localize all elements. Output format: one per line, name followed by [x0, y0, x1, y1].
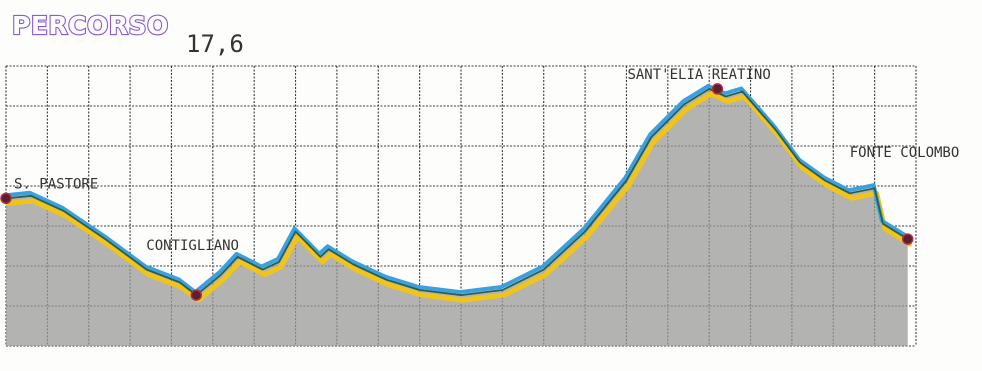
- waypoint-label: SANT'ELIA REATINO: [627, 67, 770, 83]
- waypoint-marker: [0, 192, 12, 205]
- waypoint-label: S. PASTORE: [14, 176, 98, 192]
- elevation-line-yellow: [5, 91, 913, 303]
- waypoint-marker: [190, 289, 203, 301]
- elevation-line: [5, 88, 909, 296]
- distance-label: 17,6: [186, 30, 244, 58]
- waypoint-marker: [901, 233, 914, 245]
- page-title: PERCORSO: [12, 11, 169, 40]
- elevation-profile: [3, 83, 913, 347]
- waypoint-marker: [711, 83, 724, 95]
- waypoint-annotations: S. PASTORE CONTIGLIANO SANT'ELIA REATINO FO…: [0, 67, 960, 301]
- elevation-line-blue: [3, 83, 909, 295]
- waypoint-label: CONTIGLIANO: [146, 238, 239, 254]
- waypoint-label: FONTE COLOMBO: [850, 145, 960, 161]
- elevation-fill: [6, 88, 908, 347]
